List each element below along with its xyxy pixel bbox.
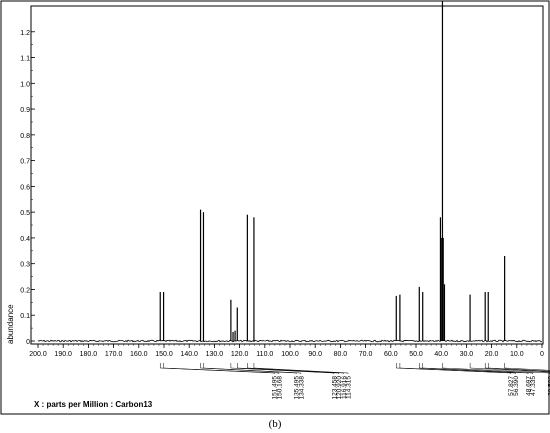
peak-leader [203, 363, 302, 374]
x-axis-label: X : parts per Million : Carbon13 [34, 400, 153, 409]
y-axis-label: abundance [6, 304, 15, 344]
x-tick-label: 80.0 [334, 351, 348, 358]
peak-label: 56.390 [513, 376, 520, 396]
peak-label: 48.697 [525, 376, 532, 396]
baseline-trace [37, 339, 543, 343]
peak-label: 47.335 [530, 376, 537, 396]
peak-label: 116.916 [341, 376, 348, 399]
peak-leader [230, 363, 335, 374]
peak-leader [253, 363, 349, 374]
y-tick-label: 0.1 [20, 313, 30, 320]
peak-label: 57.827 [508, 376, 515, 396]
y-tick-label: 0.6 [20, 184, 30, 191]
peak-label: 150.168 [276, 376, 283, 400]
peak-label: 151.495 [272, 376, 279, 400]
x-tick-label: 0 [540, 351, 544, 358]
peak-leader [422, 363, 533, 374]
x-tick-label: 190.0 [54, 351, 72, 358]
peak-leader [163, 363, 280, 374]
x-tick-label: 120.0 [231, 351, 249, 358]
peak-leader [487, 363, 550, 372]
x-tick-label: 40.0 [434, 351, 448, 358]
y-tick-label: 0.8 [20, 133, 30, 140]
peak-leader [237, 363, 339, 374]
y-tick-label: 1.0 [20, 81, 30, 88]
peak-series [159, 0, 506, 341]
x-tick-label: 150.0 [155, 351, 173, 358]
x-tick-label: 60.0 [384, 351, 398, 358]
peak-leader [504, 363, 550, 371]
peak-label: 134.338 [298, 376, 305, 400]
x-tick-label: 90.0 [308, 351, 322, 358]
peak-leader [247, 363, 344, 374]
x-axis: 200.0 190.0 180.0 170.0 160.0 150.0 140.0 130.0… [29, 344, 544, 358]
plot-area [30, 5, 544, 345]
x-tick-label: 170.0 [105, 351, 123, 358]
x-tick-label: 140.0 [180, 351, 198, 358]
y-tick-label: 0.9 [20, 107, 30, 114]
y-tick-label: 0.3 [20, 262, 30, 269]
peak-leader [469, 363, 550, 373]
x-tick-label: 180.0 [80, 351, 98, 358]
y-tick-label: 0.2 [20, 287, 30, 294]
y-axis: 0 0.1 0.2 0.3 0.4 0.5 0.6 0.7 0.8 0.9 1.0 1.1 1.2 [20, 30, 35, 346]
y-tick-label: 0.5 [20, 210, 30, 217]
peak-label: 123.458 [331, 376, 338, 400]
x-tick-label: 100.0 [281, 351, 299, 358]
peak-label: 114.315 [346, 376, 353, 399]
x-tick-label: 10.0 [510, 351, 524, 358]
x-tick-label: 30.0 [460, 351, 474, 358]
y-tick-label: 0.7 [20, 159, 30, 166]
y-tick-label: 1.1 [20, 56, 30, 63]
x-tick-label: 160.0 [130, 351, 148, 358]
peak-leader [399, 363, 516, 374]
y-tick-label: 1.2 [20, 30, 30, 37]
x-tick-label: 130.0 [206, 351, 224, 358]
x-tick-label: 70.0 [359, 351, 373, 358]
x-tick-label: 200.0 [29, 351, 47, 358]
x-tick-label: 20.0 [485, 351, 499, 358]
figure-caption: (b) [268, 418, 282, 430]
y-tick-label: 0.4 [20, 236, 30, 243]
x-tick-label: 110.0 [256, 351, 273, 358]
baseline-noise [37, 339, 543, 343]
peak-label: 39.500 [547, 376, 550, 396]
peak-label: 120.920 [336, 376, 343, 400]
y-tick-label: 0 [26, 339, 30, 346]
peak-label: 135.495 [294, 376, 301, 400]
x-tick-label: 50.0 [409, 351, 423, 358]
